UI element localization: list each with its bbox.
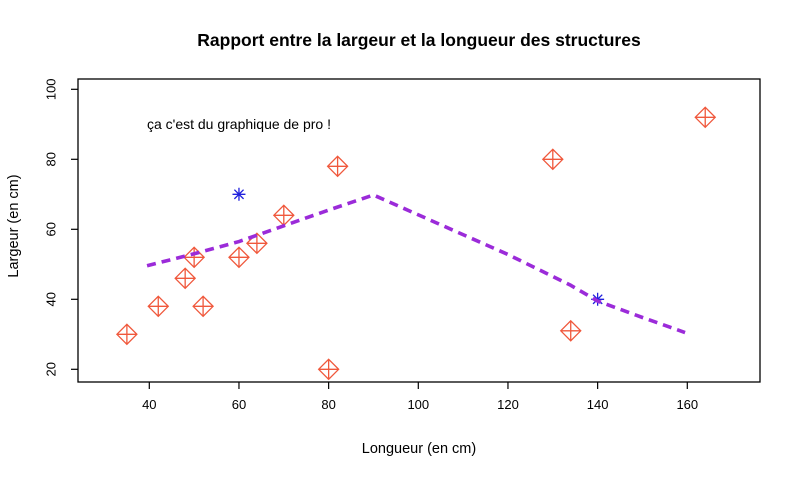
- y-tick-label: 40: [44, 292, 59, 306]
- data-point-diamond-plus: [694, 106, 717, 129]
- data-point-diamond-plus: [115, 323, 138, 346]
- data-point-diamond-plus: [326, 155, 349, 178]
- annotation-text: ça c'est du graphique de pro !: [146, 116, 332, 132]
- data-point-diamond-plus: [272, 204, 295, 227]
- x-tick-label: 160: [676, 397, 698, 412]
- y-tick-label: 80: [44, 152, 59, 166]
- data-point-diamond-plus: [192, 295, 215, 318]
- data-point-diamond-plus: [174, 267, 197, 290]
- x-tick-label: 40: [142, 397, 156, 412]
- data-point-diamond-plus: [228, 246, 250, 269]
- y-axis-label: Largeur (en cm): [6, 174, 22, 278]
- chart-title: Rapport entre la largeur et la longueur …: [197, 30, 641, 50]
- data-point-diamond-plus: [183, 246, 206, 269]
- y-tick-label: 100: [44, 78, 59, 100]
- data-point-diamond-plus: [147, 295, 170, 318]
- y-tick-label: 60: [44, 222, 59, 236]
- data-point-diamond-plus: [559, 319, 582, 342]
- x-tick-label: 100: [407, 397, 429, 412]
- x-tick-label: 120: [497, 397, 519, 412]
- data-point-diamond-plus: [541, 148, 564, 171]
- x-tick-label: 60: [232, 397, 246, 412]
- y-tick-label: 20: [44, 362, 59, 376]
- data-point-asterisk: [232, 187, 246, 201]
- trend-line: [146, 193, 686, 335]
- data-point-diamond-plus: [317, 358, 340, 381]
- x-tick-label: 80: [321, 397, 335, 412]
- x-axis-label: Longueur (en cm): [361, 441, 477, 457]
- plot-border: [77, 78, 761, 383]
- x-tick-label: 140: [587, 397, 609, 412]
